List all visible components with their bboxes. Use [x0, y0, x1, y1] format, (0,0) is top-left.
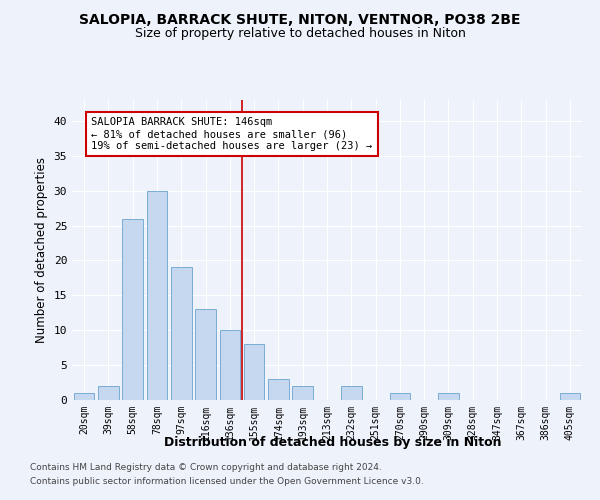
Bar	[389, 393, 410, 400]
Bar	[560, 393, 580, 400]
Bar	[74, 393, 94, 400]
Text: Distribution of detached houses by size in Niton: Distribution of detached houses by size …	[164, 436, 502, 449]
Bar	[244, 344, 265, 400]
Bar	[98, 386, 119, 400]
Bar	[146, 190, 167, 400]
Text: Size of property relative to detached houses in Niton: Size of property relative to detached ho…	[134, 28, 466, 40]
Bar	[268, 379, 289, 400]
Bar	[171, 268, 191, 400]
Text: SALOPIA BARRACK SHUTE: 146sqm
← 81% of detached houses are smaller (96)
19% of s: SALOPIA BARRACK SHUTE: 146sqm ← 81% of d…	[91, 118, 373, 150]
Bar	[220, 330, 240, 400]
Bar	[438, 393, 459, 400]
Bar	[341, 386, 362, 400]
Y-axis label: Number of detached properties: Number of detached properties	[35, 157, 48, 343]
Text: SALOPIA, BARRACK SHUTE, NITON, VENTNOR, PO38 2BE: SALOPIA, BARRACK SHUTE, NITON, VENTNOR, …	[79, 12, 521, 26]
Bar	[292, 386, 313, 400]
Bar	[195, 310, 216, 400]
Bar	[122, 218, 143, 400]
Text: Contains HM Land Registry data © Crown copyright and database right 2024.: Contains HM Land Registry data © Crown c…	[30, 464, 382, 472]
Text: Contains public sector information licensed under the Open Government Licence v3: Contains public sector information licen…	[30, 477, 424, 486]
